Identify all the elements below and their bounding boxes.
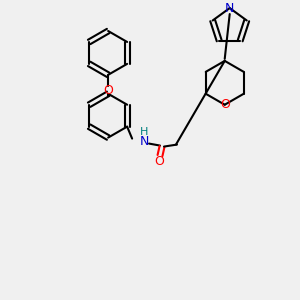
Text: H: H xyxy=(140,127,148,136)
Text: N: N xyxy=(140,135,149,148)
Text: N: N xyxy=(225,2,234,15)
Text: O: O xyxy=(154,155,164,168)
Text: O: O xyxy=(103,84,113,97)
Text: O: O xyxy=(220,98,230,111)
